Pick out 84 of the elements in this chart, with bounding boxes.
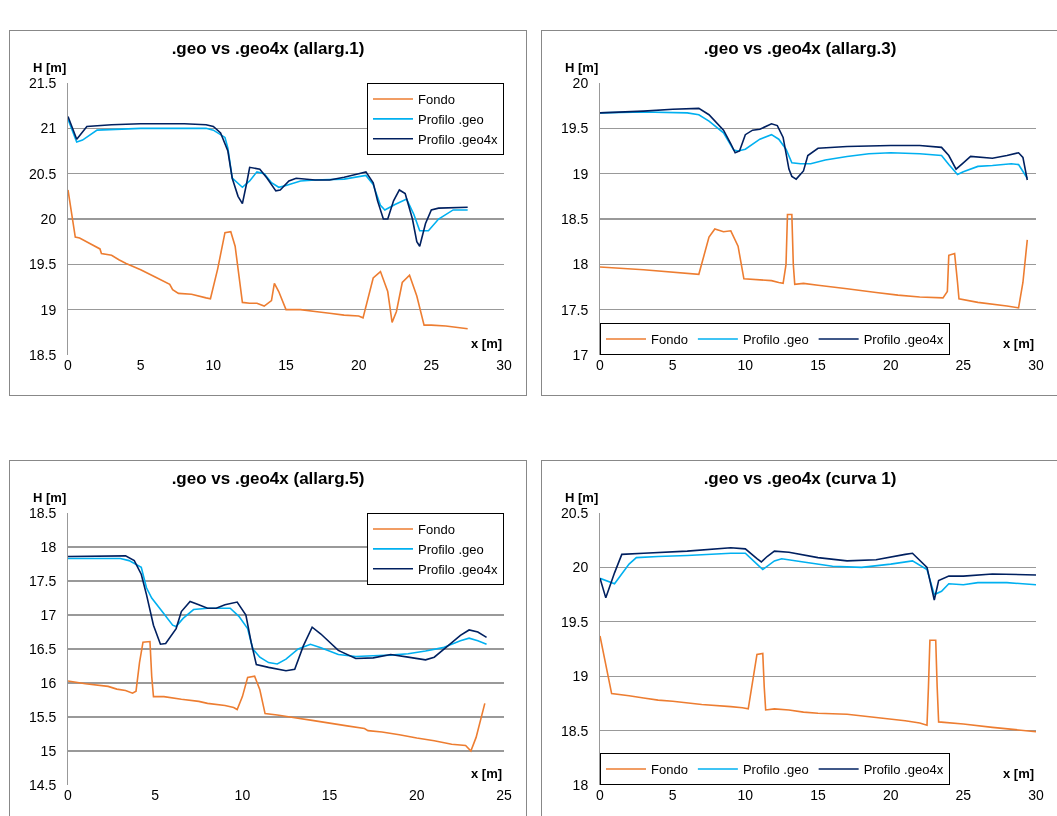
y-tick-label: 17.5 xyxy=(560,301,589,318)
x-tick-label: 5 xyxy=(151,787,160,803)
x-tick-label: 30 xyxy=(1028,357,1044,373)
line-series xyxy=(600,213,1029,309)
y-tick-label: 15 xyxy=(40,742,57,759)
y-axis-title: H [m] xyxy=(33,490,67,505)
x-axis-title: x [m] xyxy=(1003,336,1035,351)
line-series xyxy=(68,640,486,752)
x-tick-label: 10 xyxy=(737,787,754,803)
y-tick-label: 17 xyxy=(40,606,57,623)
y-tick-label: 19 xyxy=(572,668,589,685)
legend-label: Profilo .geo xyxy=(742,332,809,348)
y-tick-label: 20 xyxy=(572,559,589,576)
y-tick-label: 19.5 xyxy=(560,613,589,630)
y-tick-label: 18 xyxy=(572,256,589,273)
x-tick-label: 30 xyxy=(1028,787,1044,803)
y-tick-label: 18.5 xyxy=(560,210,589,227)
chart-title: .geo vs .geo4x (allarg.1) xyxy=(171,38,365,58)
y-tick-label: 18.5 xyxy=(560,722,589,739)
x-tick-label: 20 xyxy=(350,357,367,373)
x-tick-label: 5 xyxy=(136,357,145,373)
x-tick-label: 10 xyxy=(234,787,251,803)
x-tick-label: 30 xyxy=(496,357,512,373)
y-tick-label: 15.5 xyxy=(28,708,57,725)
y-tick-label: 16 xyxy=(40,674,57,691)
x-tick-label: 25 xyxy=(496,787,512,803)
legend-label: Profilo .geo xyxy=(418,111,484,127)
legend-label: Fondo xyxy=(418,522,455,538)
x-tick-label: 0 xyxy=(64,787,73,803)
legend-label: Profilo .geo4x xyxy=(418,131,498,147)
line-series xyxy=(600,635,1036,733)
x-tick-label: 5 xyxy=(668,357,677,373)
x-tick-label: 20 xyxy=(409,787,425,803)
x-tick-label: 15 xyxy=(278,357,294,373)
legend-label: Profilo .geo xyxy=(418,541,484,557)
y-tick-label: 14.5 xyxy=(28,776,57,793)
x-axis-title: x [m] xyxy=(471,336,503,351)
x-axis-title: x [m] xyxy=(1003,766,1035,781)
y-tick-label: 19 xyxy=(572,165,589,182)
x-tick-label: 25 xyxy=(955,357,972,373)
y-tick-label: 18 xyxy=(572,776,589,793)
x-tick-label: 0 xyxy=(64,357,73,373)
legend-label: Profilo .geo4x xyxy=(863,332,944,348)
y-tick-label: 18.5 xyxy=(28,504,57,521)
y-tick-label: 17 xyxy=(572,346,589,363)
x-axis-title: x [m] xyxy=(471,766,503,781)
legend-label: Fondo xyxy=(651,332,688,348)
legend-label: Fondo xyxy=(651,762,688,778)
y-tick-label: 16.5 xyxy=(28,640,57,657)
y-tick-label: 20 xyxy=(572,74,589,91)
y-tick-label: 19 xyxy=(40,301,57,318)
legend-label: Profilo .geo xyxy=(742,762,809,778)
chart-title: .geo vs .geo4x (allarg.3) xyxy=(703,38,897,58)
x-tick-label: 0 xyxy=(596,357,605,373)
y-tick-label: 18 xyxy=(40,538,57,555)
y-tick-label: 19.5 xyxy=(560,120,589,137)
line-series xyxy=(68,189,469,330)
y-tick-label: 18.5 xyxy=(28,346,57,363)
y-tick-label: 17.5 xyxy=(28,572,57,589)
y-tick-label: 20.5 xyxy=(560,504,589,521)
x-tick-label: 20 xyxy=(882,357,899,373)
legend-label: Profilo .geo4x xyxy=(418,561,498,577)
x-tick-label: 10 xyxy=(737,357,754,373)
chart-title: .geo vs .geo4x (curva 1) xyxy=(703,468,897,488)
x-tick-label: 15 xyxy=(321,787,338,803)
x-tick-label: 25 xyxy=(423,357,440,373)
y-tick-label: 21.5 xyxy=(28,74,57,91)
x-tick-label: 5 xyxy=(668,787,677,803)
y-tick-label: 20 xyxy=(40,210,57,227)
chart-title: .geo vs .geo4x (allarg.5) xyxy=(171,468,365,488)
x-tick-label: 10 xyxy=(205,357,222,373)
y-axis-title: H [m] xyxy=(33,60,67,75)
y-tick-label: 21 xyxy=(40,120,57,137)
y-axis-title: H [m] xyxy=(565,60,599,75)
x-tick-label: 20 xyxy=(882,787,899,803)
x-tick-label: 15 xyxy=(810,787,826,803)
x-tick-label: 15 xyxy=(810,357,826,373)
y-tick-label: 19.5 xyxy=(28,256,57,273)
legend-label: Profilo .geo4x xyxy=(863,762,944,778)
x-tick-label: 0 xyxy=(596,787,605,803)
legend-label: Fondo xyxy=(418,92,455,108)
y-tick-label: 20.5 xyxy=(28,165,57,182)
y-axis-title: H [m] xyxy=(565,490,599,505)
x-tick-label: 25 xyxy=(955,787,972,803)
